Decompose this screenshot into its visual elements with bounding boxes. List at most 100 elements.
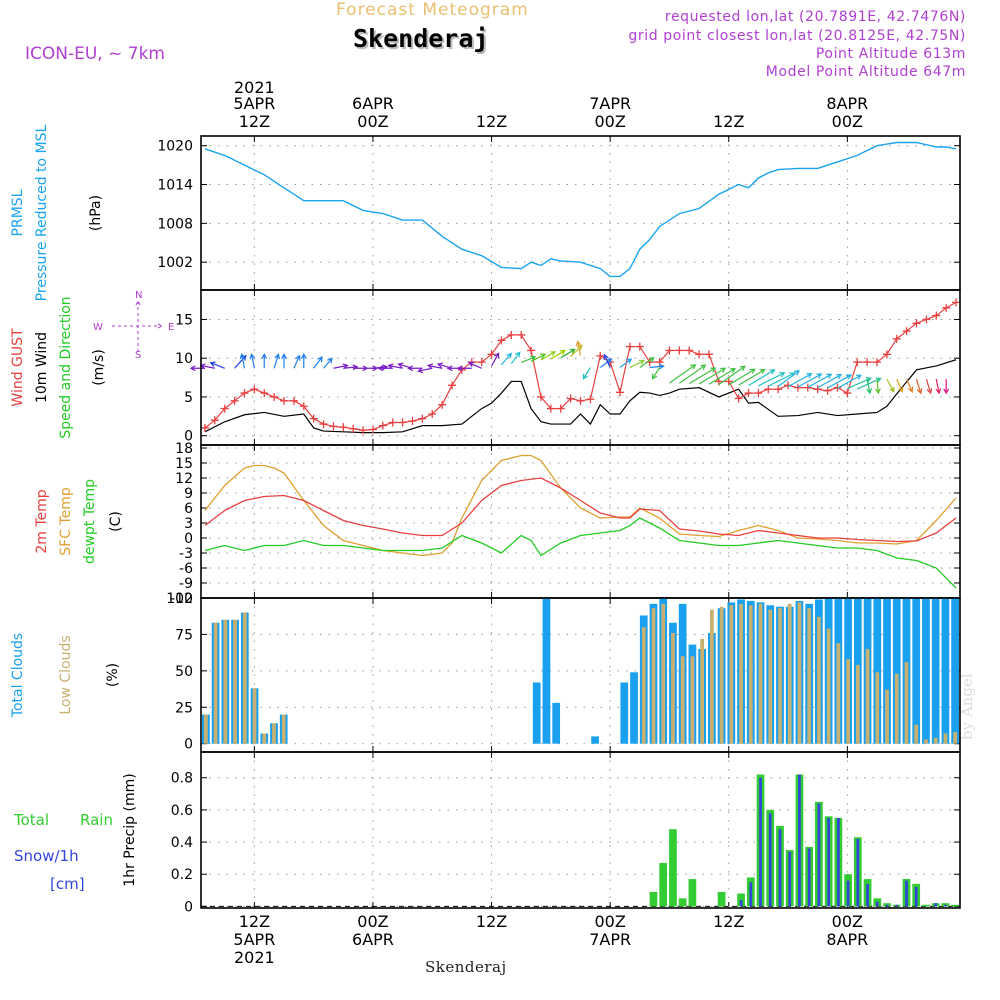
gust-marker xyxy=(487,350,496,359)
bottom-time-label: 6APR xyxy=(352,930,394,949)
total-cloud-bar xyxy=(542,598,551,744)
y-tick-label: 0 xyxy=(184,429,193,445)
low-cloud-bar xyxy=(272,723,276,744)
low-cloud-bar xyxy=(855,665,860,744)
low-cloud-bar xyxy=(710,609,714,744)
wind-direction-arrow xyxy=(603,353,611,368)
snow-bar xyxy=(837,817,840,907)
top-time-label: 12Z xyxy=(239,112,270,131)
rain-bar xyxy=(659,862,668,907)
y-axis-label: 1hr Precip (mm) xyxy=(122,773,138,886)
y-axis-label: Low Clouds xyxy=(58,635,74,714)
gust-marker xyxy=(863,358,872,367)
gust-marker xyxy=(695,350,704,359)
total-cloud-bar xyxy=(941,598,950,744)
low-cloud-bar xyxy=(836,643,841,744)
low-cloud-bar xyxy=(787,603,792,744)
y-tick-label: 10 xyxy=(175,351,193,367)
snow-bar xyxy=(827,817,830,907)
bottom-time-label: 00Z xyxy=(832,912,863,931)
total-cloud-bar xyxy=(620,682,629,744)
wind-gust-line xyxy=(204,301,957,431)
requested-coords: requested lon,lat (20.7891E, 42.7476N) xyxy=(664,9,966,25)
snow-bar xyxy=(895,904,899,907)
total-cloud-bar xyxy=(591,736,599,744)
rain-bar xyxy=(883,903,891,907)
gust-marker xyxy=(675,346,684,355)
y-axis-label: Pressure Reduced to MSL xyxy=(34,124,50,301)
legend-snow-unit: [cm] xyxy=(50,875,85,893)
low-cloud-bar xyxy=(885,689,889,744)
y-axis-label: 2m Temp xyxy=(34,489,50,553)
total-cloud-bar xyxy=(951,598,959,744)
rain-bar xyxy=(678,898,687,907)
model-label: ICON-EU, ~ 7km xyxy=(25,44,165,64)
wind-direction-arrow xyxy=(387,363,403,370)
gust-marker xyxy=(685,346,694,355)
snow-bar xyxy=(739,899,743,907)
y-axis-label: (C) xyxy=(108,511,124,532)
snow-bar xyxy=(905,880,908,907)
low-cloud-bar xyxy=(690,656,695,744)
gust-marker xyxy=(220,404,229,413)
legend-rain-label: Rain xyxy=(80,811,113,829)
wind-direction-arrow xyxy=(467,361,482,369)
compass-east: E xyxy=(168,322,174,333)
total-cloud-bar xyxy=(892,598,901,744)
gust-marker xyxy=(932,311,941,320)
y-tick-label: 1002 xyxy=(157,255,193,271)
bottom-time-label: 12Z xyxy=(713,912,744,931)
gust-marker xyxy=(388,418,397,427)
wind-direction-arrow xyxy=(698,367,727,385)
wind-direction-arrow xyxy=(560,348,576,359)
low-cloud-bar xyxy=(651,608,656,744)
gust-marker xyxy=(892,334,901,343)
wind-direction-arrow xyxy=(599,358,613,368)
y-tick-label: -6 xyxy=(179,561,193,577)
wind-direction-arrow xyxy=(678,364,707,384)
wind-direction-arrow xyxy=(550,349,566,360)
gust-marker xyxy=(843,389,852,398)
top-time-label: 6APR xyxy=(352,94,394,113)
wind-panel: 0 5 10 15 Wind GUST 10m Wind Speed and Directi… xyxy=(10,289,961,446)
wind-direction-arrow xyxy=(906,378,914,393)
low-cloud-bar xyxy=(943,733,948,744)
low-cloud-bar xyxy=(204,714,208,744)
wind-direction-arrow xyxy=(925,378,933,395)
gust-marker xyxy=(793,383,802,392)
low-cloud-bar xyxy=(719,606,724,744)
y-tick-label: 75 xyxy=(175,627,193,643)
y-axis-label: (m/s) xyxy=(91,349,107,386)
wind-direction-arrow xyxy=(209,361,225,369)
gust-marker xyxy=(823,386,832,395)
gust-marker xyxy=(625,342,634,351)
y-tick-label: -9 xyxy=(179,576,193,592)
wind-direction-arrow xyxy=(718,365,746,386)
total-cloud-bar xyxy=(883,598,891,744)
wind-direction-arrow xyxy=(273,353,280,369)
snow-bar xyxy=(749,882,753,907)
gust-marker xyxy=(497,336,506,345)
gust-marker xyxy=(319,420,328,429)
rain-bar xyxy=(922,904,930,907)
snow-bar xyxy=(778,829,782,907)
gust-marker xyxy=(724,377,733,386)
y-tick-label: 0 xyxy=(184,899,193,915)
gust-marker xyxy=(952,298,961,307)
compass-south: S xyxy=(135,350,141,361)
low-cloud-bar xyxy=(875,672,880,744)
y-tick-label: -3 xyxy=(179,546,193,562)
top-time-label: 12Z xyxy=(713,112,744,131)
y-tick-label: 50 xyxy=(175,664,193,680)
wind-direction-arrow xyxy=(520,355,537,364)
snow-bar xyxy=(914,887,918,907)
low-cloud-bar xyxy=(661,603,666,744)
low-cloud-bar xyxy=(865,648,870,744)
low-cloud-bar xyxy=(797,602,802,744)
point-altitude: Point Altitude 613m xyxy=(815,46,966,62)
bottom-time-label: 5APR xyxy=(233,930,275,949)
footer-location: Skenderaj xyxy=(425,958,507,976)
legend-total-label: Total xyxy=(13,811,49,829)
low-cloud-bar xyxy=(826,628,831,744)
